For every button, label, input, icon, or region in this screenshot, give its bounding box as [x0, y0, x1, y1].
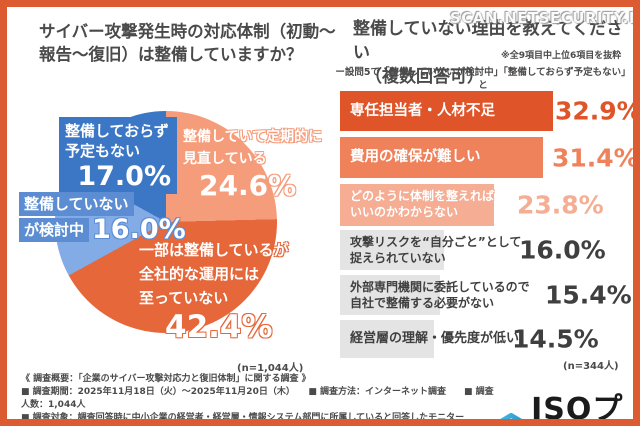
watermark: SCAN.NETSECURITY.NE.JP: [450, 9, 633, 27]
bar-value: 31.4%: [552, 143, 639, 172]
bar-row: 専任担当者・人材不足 32.9%: [340, 91, 640, 131]
bar-value: 15.4%: [545, 280, 632, 310]
bar-label: 攻撃リスクを“自分ごと”として 捉えられていない: [350, 235, 522, 265]
pie-label-partial: 一部は整備しているが 全社的な運用には 至っていない 42.4%: [139, 238, 289, 344]
bar-question-title-line2: （複数回答可）: [365, 67, 484, 87]
pie-label-pct: 16.0%: [92, 214, 186, 245]
bar-fill: [340, 320, 434, 358]
pie-label-pct: 42.4%: [165, 309, 273, 345]
hexagon-icon: [500, 412, 522, 419]
pie-label-pct: 17.0%: [77, 161, 171, 192]
pie-label-text: 至っていない: [139, 289, 229, 307]
bar-chart: 専任担当者・人材不足 32.9% 費用の確保が難しい 31.4% どのように体制…: [340, 7, 640, 367]
bar-fill: [340, 137, 543, 178]
filter-note-line1: ー設問5で「整備していないが検討中」「整備しておらず予定もない」と: [335, 67, 631, 91]
pie-label-text: 一部は整備しているが: [139, 241, 289, 259]
bar-row: どのように体制を整えれば いいのかわからない 23.8%: [340, 184, 633, 226]
bar-sample-size: (n=344人): [563, 361, 619, 372]
pie-label-considering: 整備していない が検討中 16.0%: [19, 192, 186, 244]
bar-value: 16.0%: [519, 235, 606, 265]
pie-label-text: 予定もない: [65, 142, 141, 160]
pie-label-not-planned: 整備しておらず 予定もない 17.0%: [59, 117, 177, 194]
survey-overview: 《 調査概要：「企業のサイバー攻撃対応力と復旧体制」に関する調査 》 ■ 調査期…: [21, 373, 499, 423]
bar-row: 外部専門機関に委託しているので 自社で整備する必要がない 15.4%: [340, 275, 633, 315]
pie-question-title-line2: 報告～復旧）は整備していますか？: [39, 45, 303, 64]
bar-value: 14.5%: [512, 324, 599, 354]
bar-label: 専任担当者・人材不足: [350, 103, 495, 119]
pie-chart: 整備しておらず 予定もない 17.0% 整備していない が検討中 16.0% 整…: [7, 102, 329, 354]
pie-label-maintained: 整備していて定期的に 見直している 24.6%: [183, 126, 322, 202]
pie-label-text: 見直している: [183, 151, 267, 167]
survey-overview-line: ■ 調査対象：調査回答時に中小企業の経営者・経営層・情報システム部門に所属してい…: [21, 413, 465, 423]
pie-question-title: サイバー攻撃発生時の対応体制（初動～ 報告～復旧）は整備していますか？: [39, 20, 336, 66]
bar-row: 費用の確保が難しい 31.4%: [340, 137, 639, 178]
survey-overview-line: ■ 調査期間：2025年11月18日（火）～2025年11月20日（木） ■ 調…: [21, 387, 494, 410]
bar-question-title-line1: 整備していない理由を教えてください: [353, 19, 624, 63]
pie-label-text: 整備しておらず: [65, 122, 169, 140]
bar-label: 経営層の理解・優先度が低い: [350, 331, 520, 346]
bar-fill: [340, 184, 494, 226]
pie-question-title-line1: サイバー攻撃発生時の対応体制（初動～: [39, 22, 336, 41]
isopro-logo-text: ISOプロ: [531, 392, 624, 426]
bar-value: 32.9%: [555, 96, 640, 126]
pie-label-text: が検討中: [19, 218, 90, 242]
pie-label-text: 整備していない: [19, 192, 134, 216]
pie-label-text: 整備していて定期的に: [183, 129, 323, 145]
bar-row: 経営層の理解・優先度が低い 14.5%: [340, 320, 633, 358]
pie-sample-size: (n=1,044人): [237, 363, 304, 374]
bar-fill: [340, 91, 553, 131]
bar-value: 23.8%: [517, 190, 604, 220]
bar-question-title: 整備していない理由を教えてください （複数回答可）: [353, 17, 633, 89]
bar-label: 費用の確保が難しい: [350, 149, 481, 165]
pie-label-text: 全社的な運用には: [139, 265, 260, 283]
isopro-logo: ISOプロ: [497, 384, 633, 426]
bar-row: 攻撃リスクを“自分ごと”として 捉えられていない 16.0%: [340, 230, 633, 270]
pie-label-pct: 24.6%: [199, 169, 297, 202]
bar-label: どのように体制を整えれば いいのかわからない: [350, 189, 495, 219]
survey-overview-line: 《 調査概要：「企業のサイバー攻撃対応力と復旧体制」に関する調査 》: [21, 374, 311, 384]
bar-label: 外部専門機関に委託しているので 自社で整備する必要がない: [350, 280, 530, 310]
bar-fill: [340, 230, 444, 270]
bar-fill: [340, 275, 440, 315]
excerpt-note: ※全9項目中上位6項目を抜粋: [501, 51, 622, 61]
